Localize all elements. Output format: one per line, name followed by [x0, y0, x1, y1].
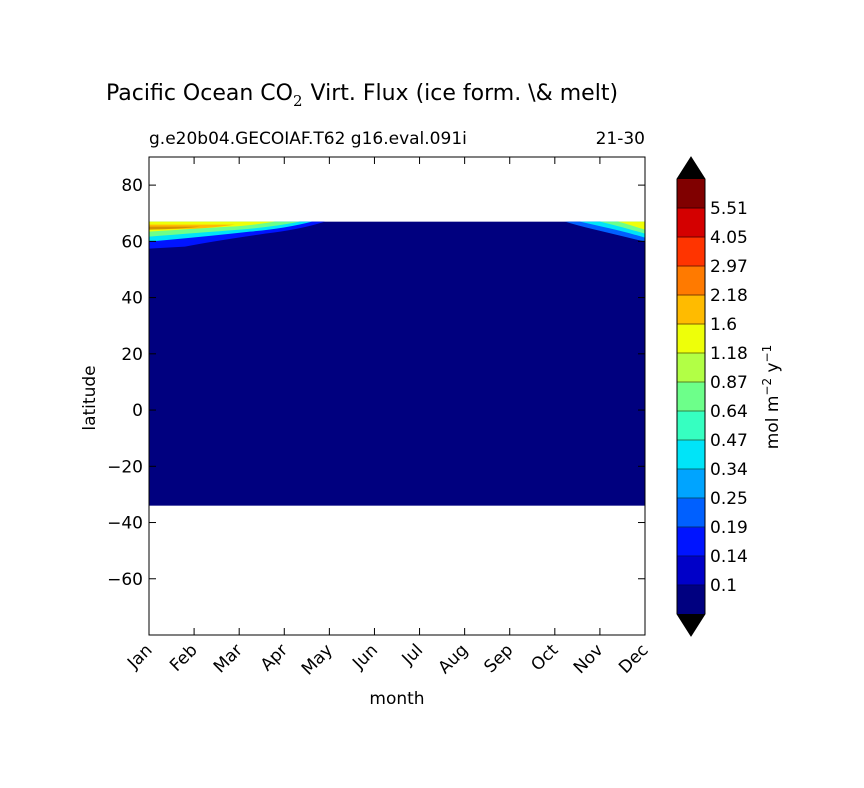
colorbar-band: [677, 237, 705, 267]
colorbar-tick-label: 0.25: [710, 489, 748, 509]
plot-area: [149, 221, 645, 506]
chart-title: Pacific Ocean CO2 Virt. Flux (ice form. \…: [106, 81, 618, 110]
colorbar-band: [677, 411, 705, 441]
colorbar-band: [677, 382, 705, 412]
colorbar-tick-label: 5.51: [710, 199, 748, 219]
x-tick-label: Nov: [570, 640, 608, 678]
colorbar-tick-label: 0.1: [710, 576, 737, 596]
colorbar: 0.1 0.14 0.19 0.25 0.34 0.47 0.64 0.87 1.18 1.6 2.…: [676, 156, 748, 637]
colorbar-tick-label: 0.14: [710, 547, 748, 567]
y-tick-label: −40: [107, 514, 143, 534]
x-axis-label: month: [369, 689, 424, 709]
colorbar-band: [677, 324, 705, 354]
colorbar-band: [677, 208, 705, 238]
x-tick-label: Jun: [348, 640, 382, 674]
x-tick-label: Dec: [615, 640, 652, 677]
chart-subtitle-left: g.e20b04.GECOIAF.T62 g16.eval.091i: [149, 129, 467, 149]
colorbar-tick-label: 1.18: [710, 344, 748, 364]
y-axis: 80 60 40 20 0 −20 −40 −60: [107, 176, 645, 590]
y-tick-label: 0: [132, 401, 143, 421]
colorbar-band: [677, 556, 705, 586]
colorbar-band: [677, 527, 705, 557]
y-tick-label: −60: [107, 570, 143, 590]
colorbar-tick-label: 4.05: [710, 228, 748, 248]
colorbar-band: [677, 295, 705, 325]
x-tick-label: Sep: [480, 640, 517, 677]
chart-subtitle-right: 21-30: [596, 129, 645, 149]
colorbar-tick-label: 1.6: [710, 315, 737, 335]
colorbar-tick-label: 0.87: [710, 373, 748, 393]
colorbar-band: [677, 266, 705, 296]
colorbar-extend-high: [677, 157, 705, 179]
y-tick-label: 40: [121, 289, 143, 309]
x-tick-label: Oct: [527, 640, 562, 675]
colorbar-label: mol m−2 y−1: [760, 345, 783, 450]
y-tick-label: −20: [107, 457, 143, 477]
flux-band-nov-dec: [565, 221, 645, 242]
colorbar-band: [677, 353, 705, 383]
colorbar-tick-label: 2.18: [710, 286, 748, 306]
y-tick-label: 20: [121, 345, 143, 365]
x-tick-label: May: [298, 640, 337, 679]
plot-frame: [148, 156, 646, 636]
x-tick-label: Aug: [435, 640, 473, 678]
flux-band-jan-apr: [149, 221, 325, 249]
x-tick-label: Jan: [123, 640, 156, 673]
colorbar-extend-low: [677, 614, 705, 636]
y-tick-label: 80: [121, 176, 143, 196]
colorbar-band: [677, 498, 705, 528]
y-axis-label: latitude: [80, 365, 100, 430]
colorbar-tick-label: 0.64: [710, 402, 748, 422]
x-tick-label: Feb: [166, 640, 201, 675]
colorbar-outline: [676, 156, 706, 637]
colorbar-tick-label: 0.34: [710, 460, 748, 480]
colorbar-band: [677, 469, 705, 499]
x-tick-label: Jul: [398, 640, 427, 669]
colorbar-band: [677, 179, 705, 209]
y-tick-label: 60: [121, 232, 143, 252]
colorbar-band: [677, 440, 705, 470]
colorbar-tick-label: 2.97: [710, 257, 748, 277]
colorbar-band: [677, 585, 705, 615]
x-tick-label: Mar: [210, 640, 247, 677]
colorbar-tick-label: 0.19: [710, 518, 748, 538]
x-tick-label: Apr: [257, 640, 292, 675]
colorbar-tick-label: 0.47: [710, 431, 748, 451]
data-field: [149, 221, 645, 506]
